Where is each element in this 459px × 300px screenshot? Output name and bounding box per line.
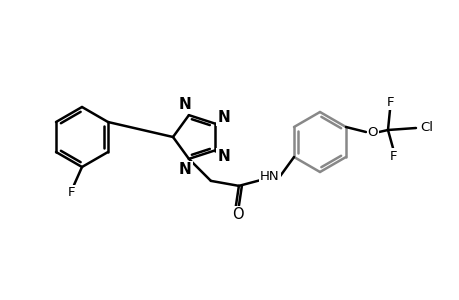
Text: F: F bbox=[68, 187, 76, 200]
Text: F: F bbox=[386, 95, 394, 109]
Text: N: N bbox=[217, 110, 230, 124]
Text: O: O bbox=[367, 125, 377, 139]
Text: N: N bbox=[179, 162, 191, 177]
Text: N: N bbox=[179, 97, 191, 112]
Text: F: F bbox=[389, 149, 397, 163]
Text: HN: HN bbox=[259, 170, 279, 183]
Text: Cl: Cl bbox=[420, 121, 432, 134]
Text: N: N bbox=[217, 149, 230, 164]
Text: O: O bbox=[232, 207, 243, 222]
